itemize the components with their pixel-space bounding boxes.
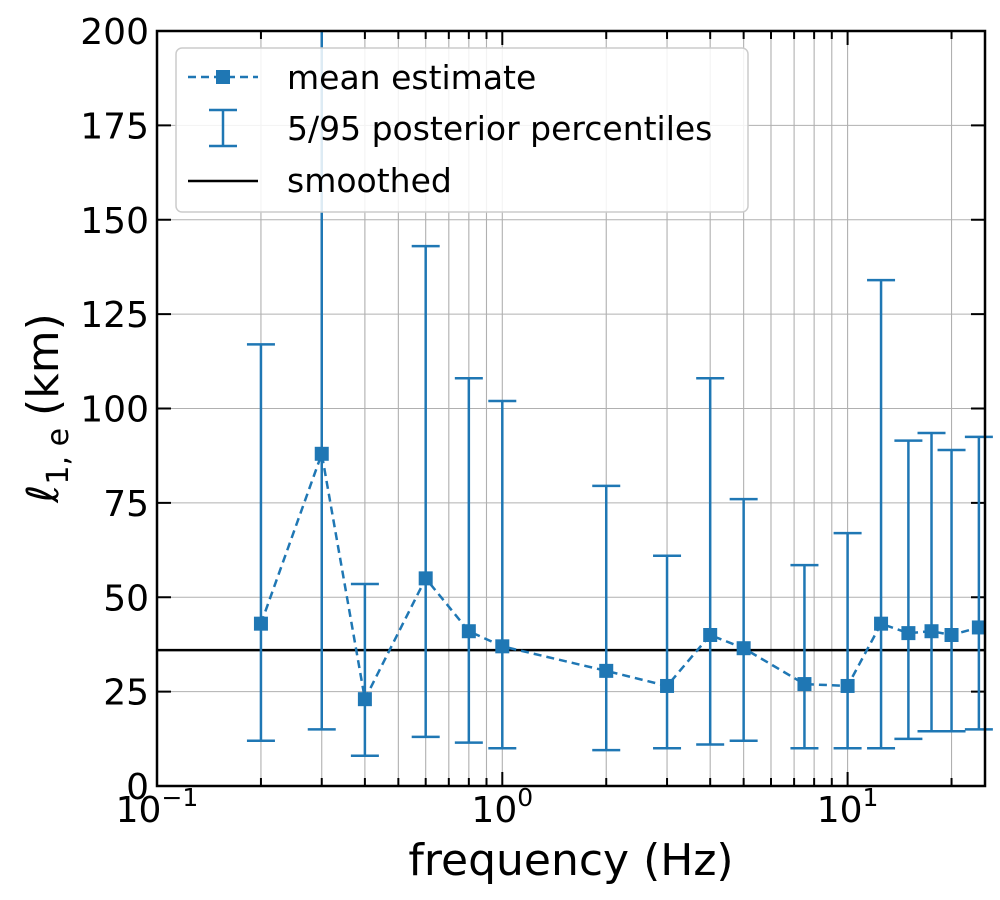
plot-frame bbox=[155, 29, 987, 788]
y-tick-label: 75 bbox=[103, 484, 149, 525]
y-tick-label: 200 bbox=[80, 12, 149, 53]
y-axis-subscript: 1, e bbox=[41, 428, 76, 485]
legend-box bbox=[175, 47, 749, 213]
mean-point bbox=[924, 624, 939, 639]
mean-line bbox=[259, 448, 980, 704]
y-tick-label: 0 bbox=[126, 767, 149, 808]
y-tick-label: 100 bbox=[80, 390, 149, 431]
y-tick-label: 150 bbox=[80, 201, 149, 242]
y-axis-unit: (km) bbox=[18, 313, 69, 416]
legend: mean estimate 5/95 posterior percentiles… bbox=[175, 47, 749, 213]
mean-series bbox=[253, 446, 986, 707]
mean-point bbox=[971, 620, 986, 635]
mean-point bbox=[901, 626, 916, 641]
mean-point bbox=[253, 616, 268, 631]
legend-entry-smoothed: smoothed bbox=[287, 161, 452, 200]
legend-mean-marker bbox=[216, 70, 230, 84]
x-tick-label: 100 bbox=[471, 783, 533, 831]
mean-point bbox=[703, 628, 718, 642]
mean-point bbox=[797, 677, 812, 692]
legend-entry-mean: mean estimate bbox=[287, 58, 536, 97]
mean-point bbox=[660, 678, 675, 693]
mean-point bbox=[495, 639, 510, 654]
legend-entry-percentiles: 5/95 posterior percentiles bbox=[287, 109, 712, 148]
mean-point bbox=[314, 446, 329, 461]
y-tick-label: 125 bbox=[80, 295, 149, 336]
mean-point bbox=[944, 628, 959, 642]
y-tick-label: 50 bbox=[103, 578, 149, 619]
y-tick-label: 175 bbox=[80, 106, 149, 147]
x-tick-label: 101 bbox=[817, 783, 879, 831]
mean-point bbox=[736, 641, 751, 656]
mean-point bbox=[599, 663, 614, 678]
y-axis-symbol: ℓ bbox=[18, 485, 69, 504]
x-axis-title: frequency (Hz) bbox=[408, 835, 733, 886]
tick-labels: 0 25 50 75 100 125 150 175 200 10−1 100 101 bbox=[80, 12, 878, 831]
mean-point bbox=[461, 624, 476, 639]
x-tick-label: 10−1 bbox=[116, 783, 199, 831]
mean-point bbox=[357, 692, 372, 707]
mean-point bbox=[840, 678, 855, 693]
y-axis-title: ℓ1, e (km) bbox=[18, 313, 76, 504]
mean-point bbox=[874, 616, 889, 631]
svg-text:ℓ1, e(km): ℓ1, e (km) bbox=[18, 313, 76, 504]
mean-point bbox=[418, 571, 433, 586]
y-tick-label: 25 bbox=[103, 673, 149, 714]
